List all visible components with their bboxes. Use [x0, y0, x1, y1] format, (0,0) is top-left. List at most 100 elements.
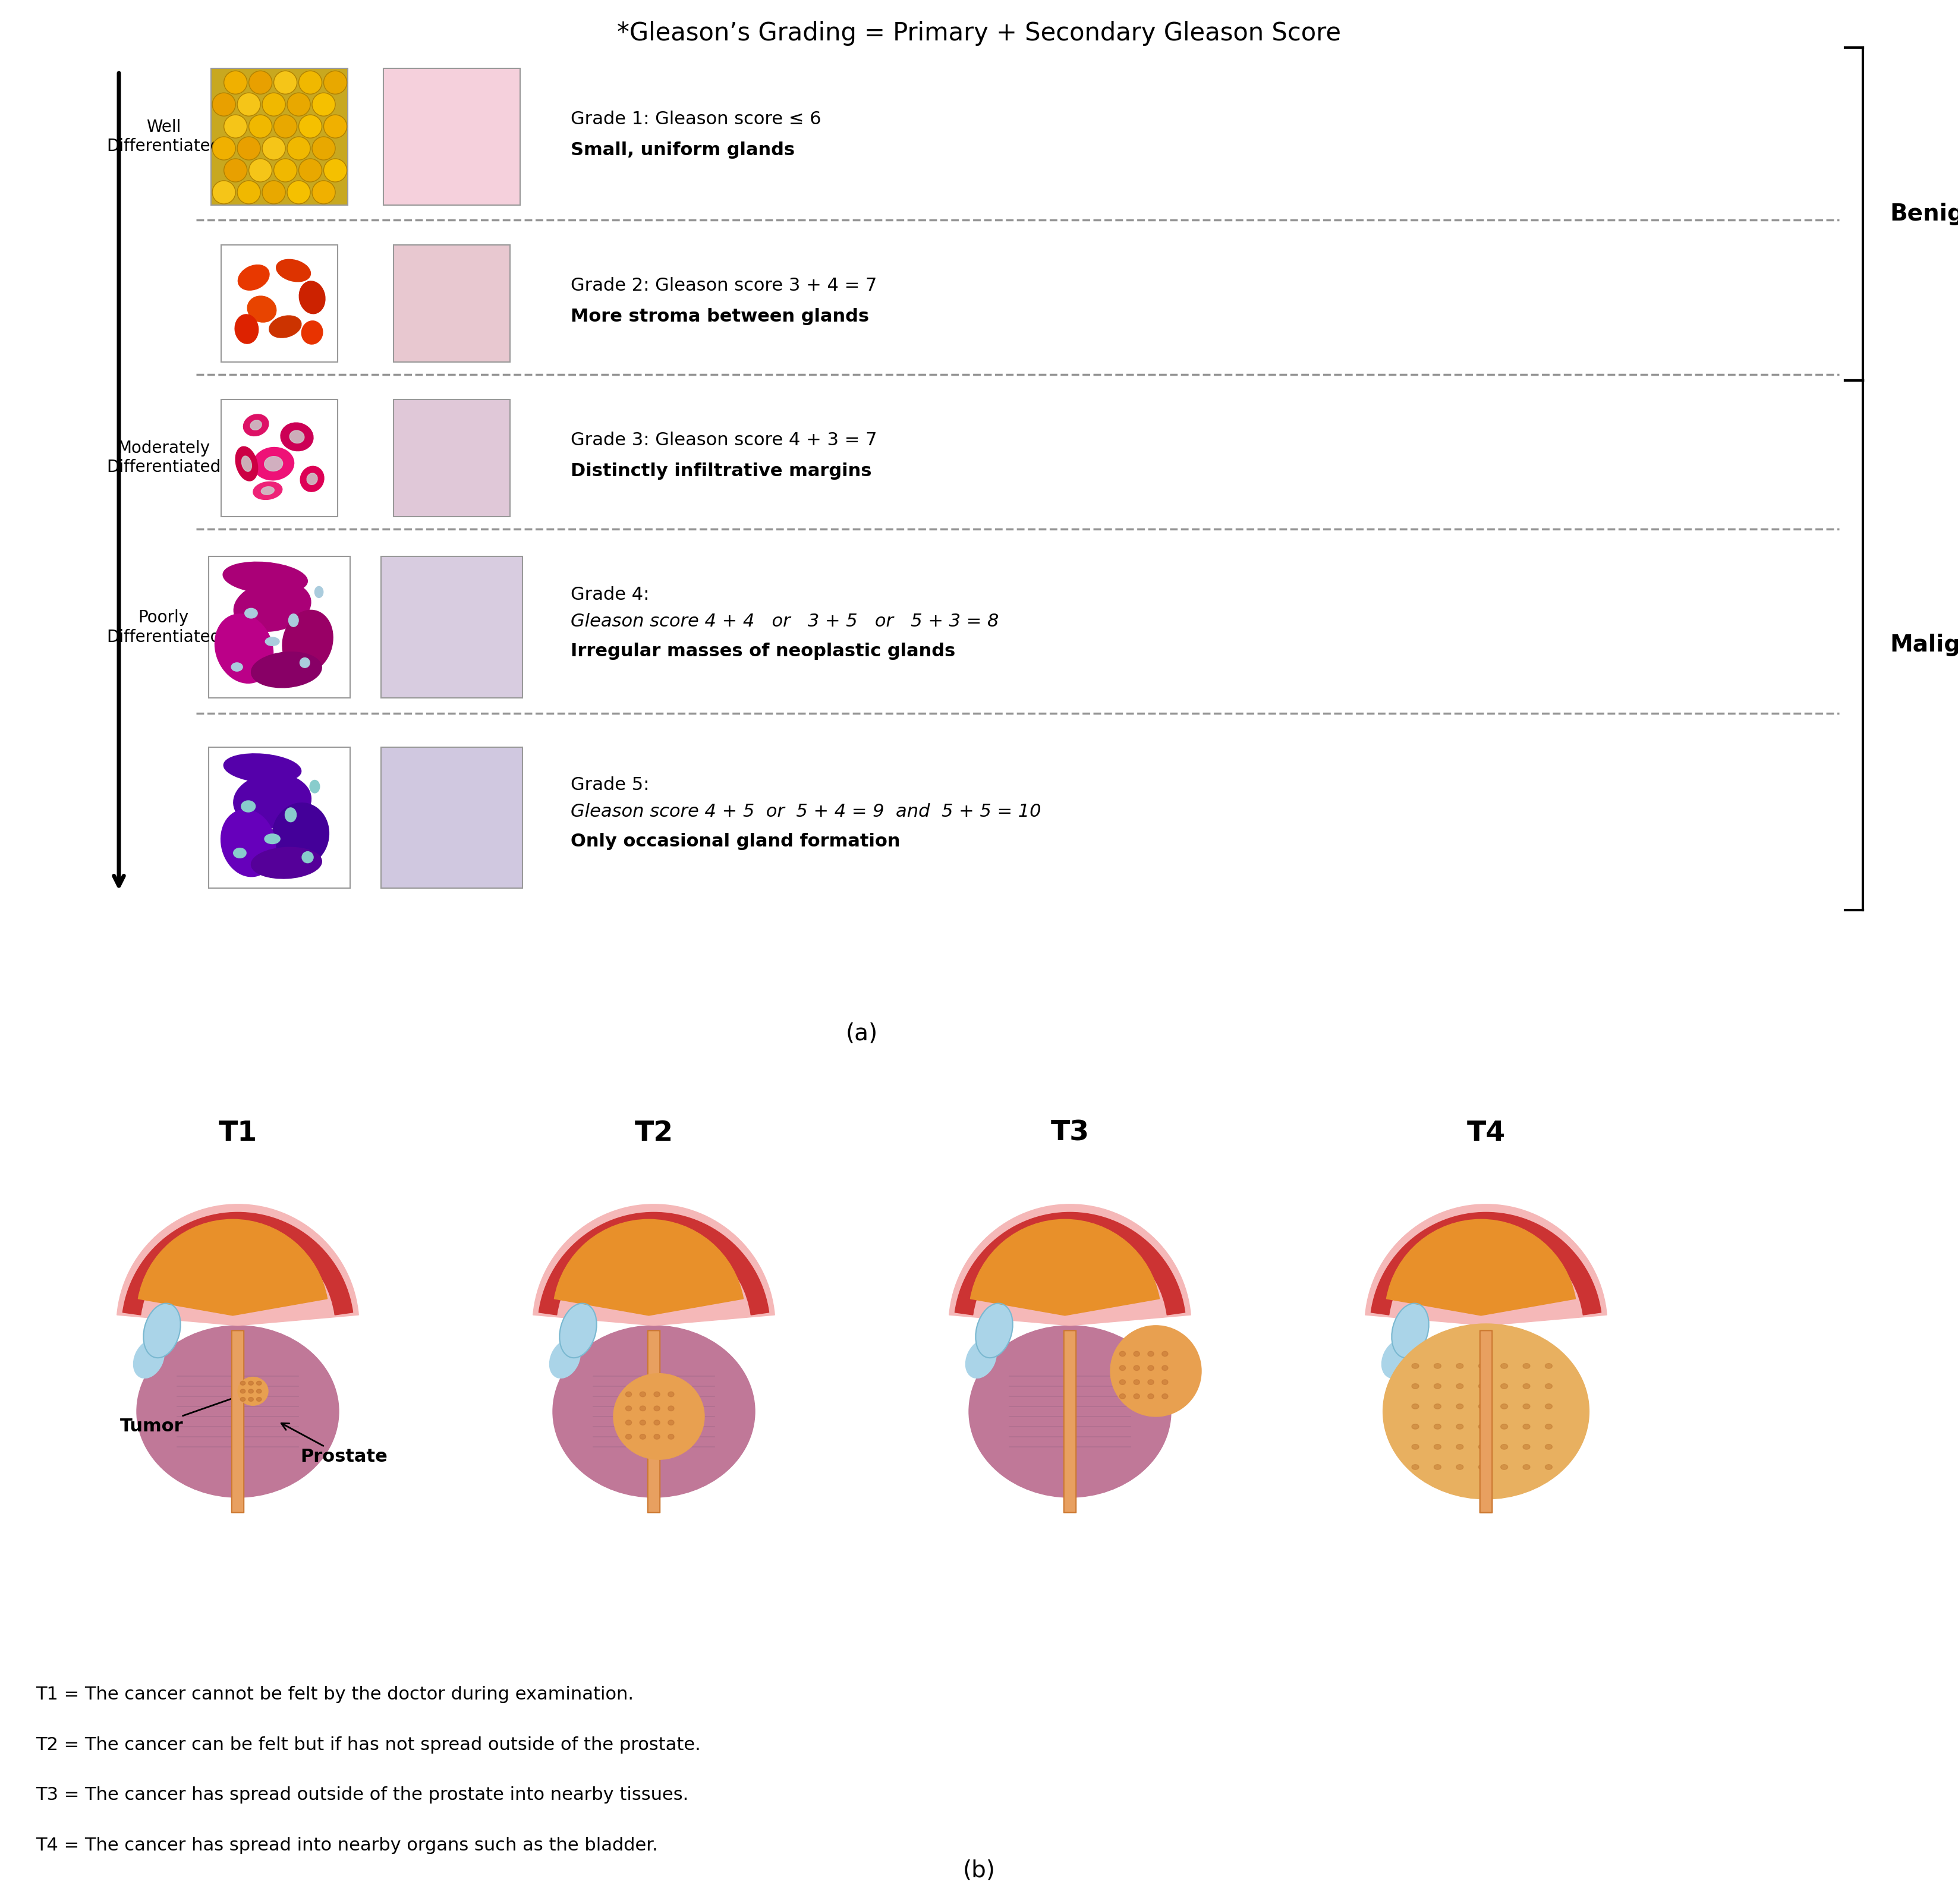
Ellipse shape	[1161, 1352, 1169, 1356]
Circle shape	[323, 70, 347, 93]
Text: Grade 1: Gleason score ≤ 6: Grade 1: Gleason score ≤ 6	[570, 110, 820, 128]
Ellipse shape	[137, 1325, 339, 1497]
Circle shape	[274, 114, 298, 137]
Ellipse shape	[233, 581, 311, 632]
Circle shape	[211, 181, 235, 204]
FancyBboxPatch shape	[394, 246, 511, 362]
Ellipse shape	[237, 1377, 268, 1405]
Ellipse shape	[253, 482, 282, 499]
Ellipse shape	[1120, 1394, 1126, 1399]
Ellipse shape	[251, 651, 321, 687]
Text: T4: T4	[1467, 1120, 1506, 1146]
Ellipse shape	[640, 1392, 646, 1398]
Ellipse shape	[654, 1420, 660, 1424]
Ellipse shape	[241, 457, 253, 472]
Ellipse shape	[1433, 1363, 1441, 1369]
Ellipse shape	[1120, 1352, 1126, 1356]
Ellipse shape	[1134, 1365, 1140, 1371]
Ellipse shape	[1457, 1445, 1463, 1449]
Ellipse shape	[241, 802, 255, 811]
Ellipse shape	[264, 457, 282, 470]
Ellipse shape	[1120, 1365, 1126, 1371]
Ellipse shape	[1412, 1445, 1420, 1449]
Ellipse shape	[260, 487, 274, 495]
Ellipse shape	[247, 295, 276, 322]
Ellipse shape	[1147, 1380, 1153, 1384]
Wedge shape	[554, 1219, 744, 1316]
Ellipse shape	[223, 754, 302, 783]
Text: Prostate: Prostate	[282, 1422, 388, 1466]
Ellipse shape	[1382, 1323, 1590, 1498]
Ellipse shape	[1161, 1394, 1169, 1399]
Wedge shape	[538, 1213, 769, 1316]
Ellipse shape	[1500, 1424, 1508, 1430]
Wedge shape	[533, 1203, 775, 1325]
Circle shape	[323, 114, 347, 137]
Ellipse shape	[1478, 1464, 1486, 1470]
FancyBboxPatch shape	[210, 556, 350, 699]
Ellipse shape	[640, 1420, 646, 1424]
Ellipse shape	[231, 663, 243, 672]
Ellipse shape	[1500, 1363, 1508, 1369]
Ellipse shape	[1134, 1394, 1140, 1399]
Ellipse shape	[1161, 1380, 1169, 1384]
Ellipse shape	[560, 1304, 597, 1358]
Ellipse shape	[286, 807, 296, 823]
Circle shape	[223, 114, 247, 137]
Text: More stroma between glands: More stroma between glands	[570, 308, 869, 326]
Text: (a): (a)	[846, 1022, 877, 1045]
FancyBboxPatch shape	[1480, 1331, 1492, 1512]
Circle shape	[237, 137, 260, 160]
Ellipse shape	[307, 474, 317, 486]
Circle shape	[249, 70, 272, 93]
Text: Tumor: Tumor	[119, 1392, 249, 1436]
Text: Benign: Benign	[1889, 204, 1958, 225]
Text: *Gleason’s Grading = Primary + Secondary Gleason Score: *Gleason’s Grading = Primary + Secondary…	[617, 21, 1341, 46]
Text: T3 = The cancer has spread outside of the prostate into nearby tissues.: T3 = The cancer has spread outside of th…	[35, 1786, 689, 1803]
Circle shape	[237, 181, 260, 204]
Text: Only occasional gland formation: Only occasional gland formation	[570, 832, 901, 849]
Circle shape	[223, 70, 247, 93]
Ellipse shape	[969, 1325, 1171, 1497]
Ellipse shape	[241, 1380, 245, 1386]
Wedge shape	[123, 1213, 352, 1316]
Ellipse shape	[249, 1380, 253, 1386]
Ellipse shape	[654, 1405, 660, 1411]
FancyBboxPatch shape	[210, 746, 350, 889]
Ellipse shape	[1523, 1445, 1529, 1449]
Ellipse shape	[613, 1373, 705, 1460]
Ellipse shape	[1545, 1384, 1553, 1388]
Text: Gleason score 4 + 4   or   3 + 5   or   5 + 3 = 8: Gleason score 4 + 4 or 3 + 5 or 5 + 3 = …	[570, 613, 999, 630]
Ellipse shape	[1457, 1384, 1463, 1388]
Ellipse shape	[251, 847, 321, 878]
Ellipse shape	[288, 613, 298, 626]
Ellipse shape	[1110, 1325, 1202, 1417]
Ellipse shape	[1457, 1403, 1463, 1409]
Ellipse shape	[1384, 1325, 1588, 1497]
Circle shape	[311, 181, 335, 204]
Circle shape	[323, 158, 347, 183]
Ellipse shape	[235, 447, 258, 482]
Text: Distinctly infiltrative margins: Distinctly infiltrative margins	[570, 463, 871, 480]
Ellipse shape	[1478, 1384, 1486, 1388]
Text: Moderately
Differentiated: Moderately Differentiated	[106, 440, 221, 476]
Ellipse shape	[268, 316, 302, 337]
Text: T1: T1	[219, 1120, 256, 1146]
Text: T3: T3	[1051, 1120, 1089, 1146]
Ellipse shape	[300, 282, 325, 314]
Ellipse shape	[668, 1405, 674, 1411]
Ellipse shape	[223, 562, 307, 594]
Ellipse shape	[1478, 1424, 1486, 1430]
Ellipse shape	[654, 1392, 660, 1398]
Ellipse shape	[1433, 1403, 1441, 1409]
Text: (b): (b)	[963, 1858, 995, 1881]
Ellipse shape	[975, 1304, 1012, 1358]
Ellipse shape	[264, 834, 280, 843]
Ellipse shape	[625, 1392, 632, 1398]
FancyBboxPatch shape	[211, 69, 349, 206]
Ellipse shape	[1545, 1363, 1553, 1369]
Ellipse shape	[1500, 1384, 1508, 1388]
Ellipse shape	[1500, 1464, 1508, 1470]
Wedge shape	[1386, 1219, 1576, 1316]
Circle shape	[262, 137, 286, 160]
